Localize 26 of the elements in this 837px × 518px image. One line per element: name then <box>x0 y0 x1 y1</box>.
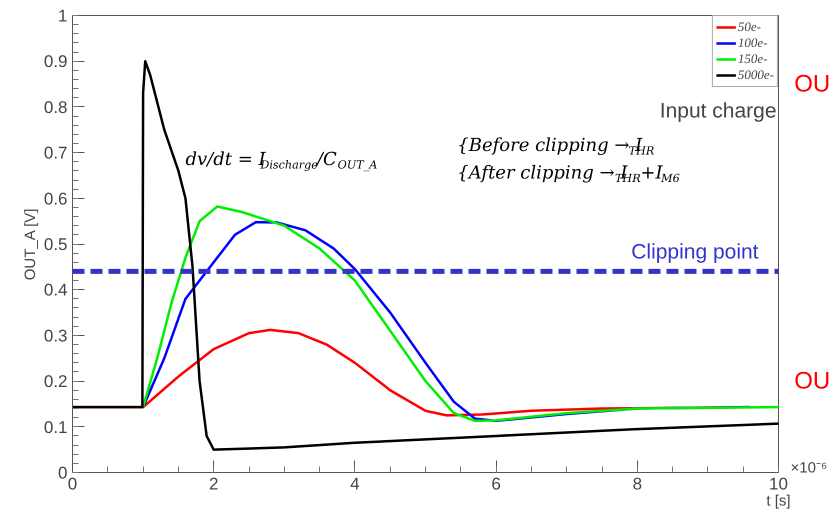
x-tick-label: 8 <box>632 474 642 494</box>
x-axis-title: t [s] <box>766 492 791 510</box>
ref-line-label: Clipping point <box>631 240 759 264</box>
legend-label: 5000e- <box>738 67 774 83</box>
text: OU <box>794 368 830 395</box>
y-tick-label: 0.4 <box>44 280 68 300</box>
y-tick-label: 0.3 <box>44 326 68 346</box>
y-tick-label: 0.6 <box>44 189 68 208</box>
y-tick-label: 0.8 <box>44 98 68 117</box>
x-tick-label: 2 <box>208 474 218 494</box>
legend-title: Input charge <box>660 100 777 122</box>
legend-label: 50e- <box>738 19 761 35</box>
x-tick-label: 4 <box>350 474 360 494</box>
y-tick-label: 0.7 <box>44 144 68 163</box>
legend-label: 100e- <box>738 35 768 51</box>
y-tick-label: 0.5 <box>44 235 68 254</box>
y-tick-label: 0.1 <box>44 418 68 437</box>
y-tick-label: 0.2 <box>44 372 68 392</box>
y-axis-title: OUT_A [V] <box>22 208 39 280</box>
x-tick-label: 6 <box>491 474 501 494</box>
y-tick-label: 0.9 <box>44 52 68 72</box>
text: OU <box>794 70 830 98</box>
legend-label: 150e- <box>738 51 768 67</box>
y-tick-label: 1 <box>58 6 68 26</box>
text: ×10⁻⁶ <box>790 460 828 476</box>
x-tick-label: 10 <box>769 474 788 494</box>
